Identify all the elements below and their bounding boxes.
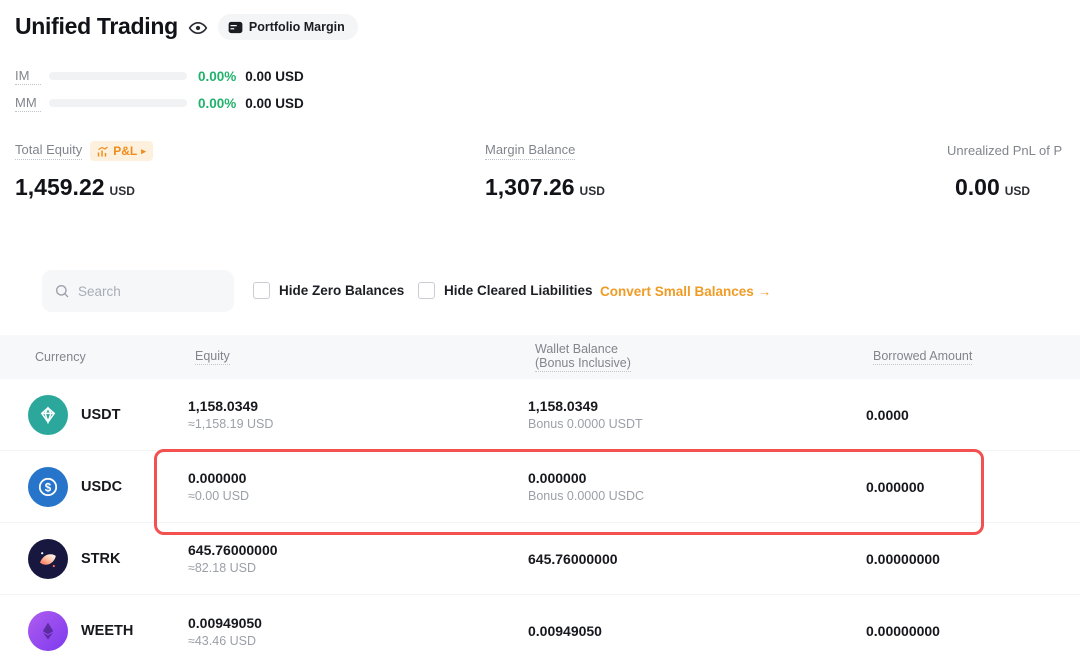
total-equity-value: 1,459.22 USD (15, 174, 135, 200)
usdt-coin-icon (28, 394, 68, 435)
col-equity: Equity (195, 349, 230, 365)
usdc-coin-icon: $ (28, 466, 68, 507)
search-input[interactable] (78, 283, 208, 299)
search-box[interactable] (42, 270, 234, 312)
unrealized-pnl-unit: USD (1004, 184, 1031, 198)
filter-row: Hide Zero Balances Hide Cleared Liabilit… (0, 270, 1080, 314)
unrealized-pnl-value: 0.00 USD (955, 174, 1031, 200)
hide-cleared-liabilities-checkbox[interactable]: Hide Cleared Liabilities (418, 282, 593, 299)
wallet-balance-cell: 0.000000 Bonus 0.0000 USDC (528, 470, 645, 503)
hide-zero-balances-label: Hide Zero Balances (279, 283, 405, 298)
currency-cell: $ USDC (28, 466, 188, 507)
equity-cell: 0.00949050 ≈43.46 USD (188, 614, 262, 648)
equity-cell: 645.76000000 ≈82.18 USD (188, 542, 278, 575)
coin-symbol: WEETH (81, 623, 134, 639)
table-row-weeth[interactable]: WEETH 0.00949050 ≈43.46 USD 0.00949050 0… (0, 595, 1080, 667)
pnl-badge-label: P&L (113, 144, 138, 158)
im-amount: 0.00 USD (245, 68, 304, 84)
currency-cell: WEETH (28, 611, 188, 651)
convert-small-balances-link[interactable]: Convert Small Balances → (600, 284, 772, 299)
wallet-balance-cell: 1,158.0349 Bonus 0.0000 USDT (528, 398, 643, 431)
mm-ratio-row: MM 0.00% 0.00 USD (15, 93, 304, 113)
mm-percent: 0.00% (198, 95, 237, 111)
borrowed-cell: 0.0000 (866, 406, 909, 423)
unrealized-pnl-stat: Unrealized PnL of P 0.00 USD (947, 140, 1062, 201)
wallet-balance-cell: 0.00949050 (528, 623, 602, 639)
col-wallet-balance: Wallet Balance (Bonus Inclusive) (535, 342, 631, 372)
search-icon (54, 283, 70, 299)
table-row-usdt[interactable]: USDT 1,158.0349 ≈1,158.19 USD 1,158.0349… (0, 379, 1080, 451)
visibility-toggle-icon[interactable] (188, 18, 208, 38)
mm-amount: 0.00 USD (245, 95, 304, 111)
account-stats: Total Equity P&L ▸ 1,459.22 USD (0, 140, 1080, 222)
svg-text:$: $ (45, 482, 52, 494)
checkbox-icon[interactable] (418, 282, 435, 299)
portfolio-margin-label: Portfolio Margin (248, 20, 345, 34)
borrowed-cell: 0.00000000 (866, 550, 940, 567)
coin-symbol: STRK (81, 550, 121, 567)
currency-cell: STRK (28, 538, 188, 579)
margin-balance-stat: Margin Balance 1,307.26 USD (485, 140, 605, 201)
page-title: Unified Trading (15, 12, 178, 39)
unrealized-pnl-label: Unrealized PnL of P (947, 142, 1063, 158)
balances-table: Currency Equity Wallet Balance (Bonus In… (0, 335, 1080, 667)
im-percent: 0.00% (198, 68, 237, 84)
portfolio-margin-badge[interactable]: Portfolio Margin (217, 14, 358, 40)
wallet-balance-cell: 645.76000000 (528, 550, 618, 567)
checkbox-icon[interactable] (253, 282, 270, 299)
total-equity-unit: USD (109, 184, 135, 198)
col-borrowed: Borrowed Amount (873, 349, 973, 365)
coin-symbol: USDC (81, 478, 123, 495)
strk-coin-icon (28, 538, 68, 579)
weeth-coin-icon (28, 611, 68, 651)
title-row: Unified Trading Portfolio Margin (15, 12, 358, 40)
total-equity-label: Total Equity (15, 142, 83, 160)
currency-cell: USDT (28, 394, 188, 435)
borrowed-cell: 0.000000 (866, 478, 925, 495)
im-ratio-row: IM 0.00% 0.00 USD (15, 66, 304, 86)
pnl-caret-icon: ▸ (141, 145, 146, 156)
im-label: IM (15, 67, 41, 85)
col-currency: Currency (35, 350, 86, 364)
borrowed-cell: 0.00000000 (866, 623, 940, 639)
mm-label: MM (15, 94, 41, 112)
hide-cleared-liabilities-label: Hide Cleared Liabilities (444, 283, 593, 298)
margin-balance-label: Margin Balance (485, 142, 576, 160)
pnl-chart-icon (97, 146, 109, 157)
table-header: Currency Equity Wallet Balance (Bonus In… (0, 335, 1080, 379)
pnl-badge[interactable]: P&L ▸ (90, 141, 153, 161)
equity-cell: 0.000000 ≈0.00 USD (188, 470, 250, 503)
margin-balance-value: 1,307.26 USD (485, 174, 605, 200)
equity-cell: 1,158.0349 ≈1,158.19 USD (188, 398, 274, 431)
mm-progress-bar (49, 99, 187, 107)
table-row-usdc[interactable]: $ USDC 0.000000 ≈0.00 USD 0.000000 Bonus… (0, 451, 1080, 523)
margin-balance-unit: USD (579, 184, 605, 198)
im-progress-bar (49, 72, 187, 80)
margin-ratios: IM 0.00% 0.00 USD MM 0.00% 0.00 USD (15, 66, 304, 120)
coin-symbol: USDT (81, 406, 121, 423)
total-equity-stat: Total Equity P&L ▸ 1,459.22 USD (15, 140, 153, 201)
portfolio-margin-icon (228, 21, 243, 34)
hide-zero-balances-checkbox[interactable]: Hide Zero Balances (253, 282, 404, 299)
table-row-strk[interactable]: STRK 645.76000000 ≈82.18 USD 645.7600000… (0, 523, 1080, 595)
